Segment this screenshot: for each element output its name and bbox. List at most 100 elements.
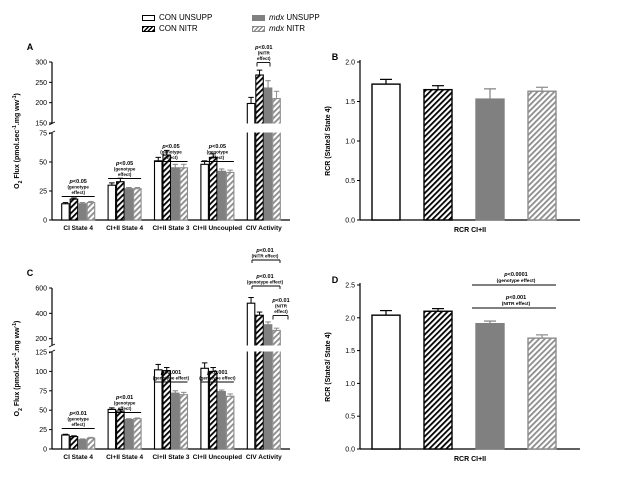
legend-label-mdx-nitr: NITR: [284, 24, 306, 33]
legend-swatch-mdx-unsupp: [252, 15, 265, 21]
x-tick-label: CI State 4: [63, 454, 93, 461]
y-tick-label: 100: [35, 369, 47, 376]
x-tick-label: CI State 4: [63, 225, 93, 232]
y-tick-label: 1.0: [345, 381, 355, 388]
effect-label: effect): [211, 155, 225, 160]
y-tick-label: 0.5: [345, 414, 355, 421]
bar-mdx-unsupp: [263, 87, 273, 221]
x-axis-label: RCR CI+II: [454, 456, 486, 463]
effect-label: effect): [118, 406, 132, 411]
legend-label-mdx-unsupp: UNSUPP: [284, 13, 320, 22]
p-value-label: p<0.01: [255, 274, 273, 280]
legend-swatch-con-nitr: [142, 26, 155, 32]
y-tick-label: 2.5: [345, 283, 355, 290]
bar-con-unsupp: [246, 102, 256, 221]
bar-mdx-nitr: [133, 188, 142, 221]
p-value-label: p<0.01: [271, 298, 289, 304]
y-tick-label: 0.5: [345, 178, 355, 185]
significance-annotation: p<0.001(genotype effect): [153, 370, 190, 383]
panel-a: A 0 25 50 75 150 200 250 300 O2 Flux (pmol.sec-1.…: [12, 42, 290, 232]
axis-break-gap: [60, 345, 96, 352]
bar-mdx-unsupp: [78, 439, 87, 450]
x-tick-label: CI+II State 4: [106, 225, 143, 232]
effect-label: (genotype: [207, 150, 229, 155]
y-tick-label: 1.5: [345, 348, 355, 355]
bar-mdx-unsupp: [217, 391, 226, 450]
bar-mdx-unsupp: [263, 324, 273, 450]
panel-label-d: D: [332, 275, 339, 285]
y-tick-label: 0: [43, 218, 47, 225]
bar-mdx-nitr: [527, 90, 557, 221]
axis-break-gap: [246, 345, 282, 352]
bar-con-unsupp: [61, 203, 70, 221]
effect-label: (NITR effect): [252, 254, 279, 259]
effect-label: (NITR effect): [502, 301, 531, 307]
effect-label: effect): [118, 172, 132, 177]
effect-label: (NITR: [258, 51, 271, 56]
axis-break-gap: [153, 123, 189, 133]
effect-label: (genotype effect): [247, 280, 284, 285]
legend-swatch-mdx-nitr: [252, 26, 265, 32]
panel-label-a: A: [27, 42, 34, 52]
p-value-label: p<0.01: [69, 411, 87, 417]
significance-annotation: p<0.0001(genotype effect): [472, 272, 556, 286]
bar-mdx-unsupp: [78, 203, 87, 221]
y-axis-label: O2 Flux (pmol.sec-1.mg ww-1): [12, 93, 24, 189]
y-tick-label: 75: [39, 131, 47, 138]
bar-con-nitr: [255, 74, 264, 221]
bar-mdx-unsupp: [124, 418, 134, 450]
p-value-label: p<0.05: [115, 161, 133, 167]
y-tick-label: 2.0: [345, 315, 355, 322]
panel-d: D 0.0 0.5 1.0 1.5 2.0 2.5 RCR (State3/ State 4)…: [325, 272, 580, 463]
y-tick-label: 2.0: [345, 60, 355, 67]
effect-label: effect): [164, 155, 178, 160]
x-tick-label: CI+II Uncoupled: [193, 225, 242, 232]
x-tick-label: CIV Activity: [246, 454, 282, 461]
bar-con-unsupp: [61, 434, 70, 450]
bar-con-nitr: [423, 310, 453, 450]
p-value-label: p<0.05: [208, 144, 226, 150]
bar-con-nitr: [423, 88, 453, 221]
x-tick-label: CI+II Uncoupled: [193, 454, 242, 461]
bar-con-unsupp: [107, 408, 117, 450]
axis-break-mark: [48, 343, 56, 348]
effect-label: (NITR: [275, 304, 288, 309]
axis-break-gap: [107, 123, 143, 133]
bar-con-nitr: [116, 181, 125, 221]
bar-con-nitr: [208, 156, 218, 221]
x-tick-label: CIV Activity: [246, 225, 282, 232]
bar-mdx-unsupp: [475, 98, 505, 221]
x-tick-label: CI+II State 3: [152, 454, 189, 461]
p-value-label: p<0.001: [505, 295, 526, 301]
effect-label: effect): [71, 422, 85, 427]
bar-mdx-nitr: [86, 437, 96, 450]
axis-break-gap: [246, 123, 282, 133]
effect-label: (genotype: [160, 150, 182, 155]
y-tick-label: 0.0: [345, 218, 355, 225]
bar-con-nitr: [116, 410, 125, 450]
y-tick-label: 1.0: [345, 139, 355, 146]
y-tick-label: 75: [39, 388, 47, 395]
axis-break-gap: [199, 345, 235, 352]
effect-label: effect): [257, 56, 271, 61]
effect-label: (genotype: [67, 417, 89, 422]
bar-mdx-unsupp: [217, 170, 226, 221]
panel-c: C 0 25 50 75 100 125 200 400 600 O2 Flux (pmol.sec…: [12, 248, 290, 461]
legend-label-mdx-nitr-italic: mdx: [269, 24, 285, 33]
bar-con-unsupp: [153, 160, 163, 221]
effect-label: (genotype effect): [497, 278, 536, 284]
p-value-label: p<0.05: [69, 179, 87, 185]
y-tick-label: 300: [35, 60, 47, 67]
bar-con-unsupp: [371, 83, 401, 221]
bar-mdx-unsupp: [170, 392, 180, 450]
legend-label-con-unsupp: CON UNSUPP: [159, 13, 213, 22]
bar-con-unsupp: [200, 163, 209, 221]
bar-con-unsupp: [246, 302, 256, 450]
y-tick-label: 125: [35, 350, 47, 357]
